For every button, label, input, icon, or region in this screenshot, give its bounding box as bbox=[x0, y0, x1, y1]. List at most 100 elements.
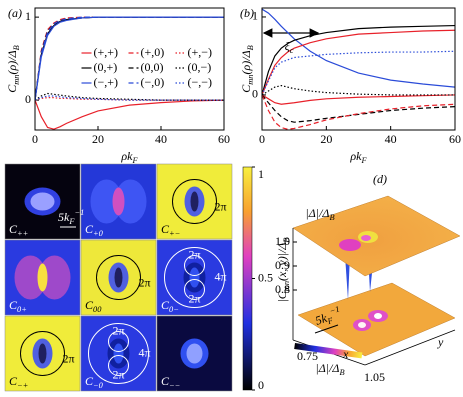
map-core bbox=[37, 263, 48, 292]
text-part: C bbox=[239, 84, 253, 93]
map-core bbox=[114, 267, 123, 288]
panel-label: (d) bbox=[373, 172, 387, 186]
text-part: 5k bbox=[58, 210, 70, 224]
text-part: C bbox=[85, 222, 94, 236]
map-core bbox=[190, 191, 199, 212]
map-label: C+0 bbox=[85, 222, 104, 239]
x-tick-label: 60 bbox=[218, 132, 230, 146]
surface-plot bbox=[292, 195, 461, 366]
y-tick-label: 1 bbox=[252, 9, 258, 23]
y-axis-label: y bbox=[437, 335, 444, 349]
x-tick-label: 20 bbox=[320, 132, 332, 146]
phase-winding: 2π bbox=[138, 275, 150, 289]
phase-winding: 2π bbox=[62, 351, 74, 365]
text-part: mn bbox=[246, 75, 255, 85]
y-axis-label: Cmn(ρ)/ΔB bbox=[5, 45, 22, 93]
text-part: C bbox=[85, 374, 94, 388]
text-part: C bbox=[9, 374, 18, 388]
map-lobe bbox=[38, 255, 71, 300]
text-part: C bbox=[161, 222, 170, 236]
phase-loop bbox=[108, 355, 129, 376]
legend-label: (0,0) bbox=[141, 60, 164, 74]
phase-loop bbox=[88, 323, 149, 384]
text-part: C bbox=[161, 374, 170, 388]
text-part: |Δ|/Δ bbox=[305, 206, 329, 220]
panel-label: (b) bbox=[240, 6, 254, 20]
text-part: C bbox=[9, 298, 18, 312]
annotation: ξc bbox=[285, 39, 294, 56]
phase-loop bbox=[96, 255, 141, 300]
phase-loop bbox=[108, 331, 129, 352]
x-tick-label: 20 bbox=[92, 132, 104, 146]
legend-label: (0,+) bbox=[94, 60, 118, 74]
y-tick-label: 0 bbox=[25, 92, 31, 106]
series-line bbox=[262, 94, 455, 105]
series-line bbox=[35, 16, 224, 101]
map-core bbox=[112, 187, 125, 216]
legend-label: (+,0) bbox=[141, 45, 165, 59]
colorbar-tick-label: 1 bbox=[258, 167, 264, 181]
legend-label: (−,+) bbox=[94, 75, 119, 89]
text-part: ++ bbox=[17, 229, 28, 238]
map-core bbox=[38, 343, 47, 364]
text-part: 5k bbox=[313, 310, 329, 327]
phase-winding: 4π bbox=[138, 345, 150, 359]
text-part: B bbox=[246, 45, 255, 50]
x-tick-label: 0 bbox=[259, 132, 265, 146]
x-axis-label: ρkF bbox=[120, 149, 138, 166]
text-part: B bbox=[329, 213, 334, 222]
text-part: +− bbox=[169, 229, 180, 238]
x-axis-label: ρkF bbox=[349, 149, 367, 166]
text-part: ρk bbox=[349, 149, 362, 163]
phase-loop bbox=[164, 247, 225, 308]
text-part: 0− bbox=[169, 305, 179, 314]
series-line bbox=[262, 24, 455, 96]
z-axis-label: |Δ|/ΔB bbox=[305, 206, 334, 223]
series-line bbox=[35, 99, 224, 130]
map-label: C+− bbox=[161, 222, 180, 239]
text-part: F bbox=[326, 316, 335, 327]
series-line bbox=[262, 84, 455, 96]
phase-winding: 2π bbox=[188, 291, 200, 305]
y-tick-label: 1 bbox=[25, 9, 31, 23]
text-part: ρk bbox=[120, 149, 133, 163]
map-core bbox=[186, 343, 203, 364]
map-lobe bbox=[114, 179, 147, 224]
text-part: −1 bbox=[74, 208, 84, 217]
map-label: C−0 bbox=[85, 374, 104, 391]
phase-winding: 2π bbox=[214, 199, 226, 213]
x-tick-label: 60 bbox=[449, 132, 461, 146]
text-part: C bbox=[5, 84, 19, 93]
phase-loop bbox=[184, 279, 205, 300]
map-lobe bbox=[90, 179, 123, 224]
colorbar-label: |Cmn(x, y)|/ΔB bbox=[275, 237, 292, 302]
text-part: C bbox=[161, 298, 170, 312]
text-part: F bbox=[68, 217, 75, 226]
text-part: F bbox=[131, 156, 138, 165]
panel-label: (a) bbox=[8, 6, 22, 20]
text-part: (ρ)/Δ bbox=[239, 50, 253, 74]
text-part: −− bbox=[169, 381, 180, 390]
text-part: c bbox=[290, 46, 294, 55]
colorbar bbox=[242, 166, 253, 391]
x-tick-label: 0 bbox=[32, 132, 38, 146]
text-part: |Δ|/Δ bbox=[315, 361, 339, 375]
text-part: mn bbox=[282, 281, 291, 291]
text-part: 0+ bbox=[17, 305, 27, 314]
legend-label: (+,−) bbox=[188, 45, 213, 59]
map-label: C0+ bbox=[9, 298, 27, 315]
scale-label: 5kF−1 bbox=[313, 305, 344, 330]
y-tick-label: 0 bbox=[252, 87, 258, 101]
phase-winding: 4π bbox=[214, 269, 226, 283]
text-part: (x, y)|/Δ bbox=[275, 243, 289, 281]
series-line bbox=[262, 50, 455, 96]
legend-label: (+,+) bbox=[94, 45, 119, 59]
legend-label: (−,0) bbox=[141, 75, 165, 89]
text-part: C bbox=[85, 298, 94, 312]
z-tick-label: 1.0 bbox=[275, 234, 290, 248]
text-part: mn bbox=[12, 75, 21, 85]
text-part: +0 bbox=[93, 229, 104, 238]
text-part: C bbox=[9, 222, 18, 236]
